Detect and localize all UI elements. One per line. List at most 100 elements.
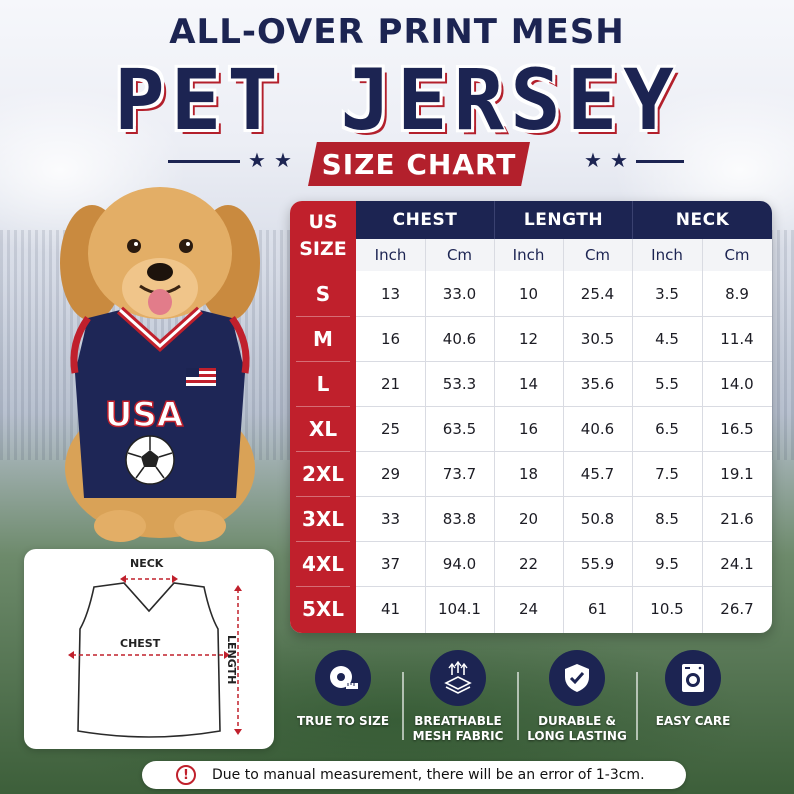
table-cell: 33 xyxy=(380,509,401,528)
feature-label: DURABLE & LONG LASTING xyxy=(527,714,627,743)
unit-length-inch: Inch xyxy=(512,246,545,264)
table-cell: 16 xyxy=(518,419,539,438)
table-cell: 94.0 xyxy=(442,554,477,573)
size-separator xyxy=(296,451,350,452)
table-cell: 53.3 xyxy=(442,374,477,393)
table-cell: 9.5 xyxy=(655,554,679,573)
table-cell: 18 xyxy=(518,464,539,483)
table-cell: 16 xyxy=(380,329,401,348)
table-cell: 35.6 xyxy=(580,374,615,393)
row-separator xyxy=(356,361,772,362)
size-separator xyxy=(296,496,350,497)
shield-check-icon xyxy=(549,650,605,706)
table-cell: 14.0 xyxy=(720,374,754,393)
table-cell: 55.9 xyxy=(580,554,615,573)
table-cell: 12 xyxy=(518,329,539,348)
table-cell: 37 xyxy=(380,554,401,573)
table-cell: 41 xyxy=(380,599,401,618)
washing-machine-icon xyxy=(665,650,721,706)
table-cell: 20 xyxy=(518,509,539,528)
star-icon: ★ xyxy=(584,148,602,172)
feature-breathable-mesh: BREATHABLE MESH FABRIC xyxy=(402,650,514,744)
table-cell: 24.1 xyxy=(720,554,754,573)
table-cell: 25.4 xyxy=(580,284,615,303)
subtitle: ALL-OVER PRINT MESH xyxy=(169,12,625,52)
unit-length-cm: Cm xyxy=(584,246,611,264)
table-cell: 40.6 xyxy=(580,419,615,438)
measurement-note: ! Due to manual measurement, there will … xyxy=(142,761,686,789)
feature-durable: DURABLE & LONG LASTING xyxy=(521,650,633,744)
feature-true-to-size: TRUE TO SIZE xyxy=(287,650,399,729)
table-cell: 104.1 xyxy=(438,599,481,618)
row-separator xyxy=(356,586,772,587)
feature-divider xyxy=(517,672,519,740)
chest-column-header: CHEST xyxy=(356,201,494,239)
size-separator xyxy=(296,586,350,587)
row-separator xyxy=(356,316,772,317)
size-label: L xyxy=(316,371,330,396)
size-label: M xyxy=(313,326,333,351)
table-cell: 21 xyxy=(380,374,401,393)
row-separator xyxy=(356,451,772,452)
feature-divider xyxy=(402,672,404,740)
size-chart-table: US SIZE CHEST LENGTH NECK Inch Cm Inch C… xyxy=(290,201,772,633)
row-separator xyxy=(356,406,772,407)
table-cell: 8.9 xyxy=(725,284,749,303)
table-cell: 8.5 xyxy=(655,509,679,528)
table-cell: 25 xyxy=(380,419,401,438)
table-cell: 14 xyxy=(518,374,539,393)
table-cell: 11.4 xyxy=(720,329,754,348)
size-chart-label: SIZE CHART xyxy=(321,147,517,181)
size-label: 2XL xyxy=(301,461,345,486)
table-cell: 33.0 xyxy=(442,284,477,303)
size-chart-banner: SIZE CHART xyxy=(308,142,530,186)
note-text: Due to manual measurement, there will be… xyxy=(212,767,645,783)
length-label: LENGTH xyxy=(225,635,238,685)
size-column xyxy=(290,201,356,633)
table-cell: 3.5 xyxy=(655,284,679,303)
size-label: 5XL xyxy=(301,596,345,621)
star-icon: ★ xyxy=(274,148,292,172)
row-separator xyxy=(356,541,772,542)
header-rule-right xyxy=(636,160,684,163)
us-flag-icon xyxy=(186,368,216,386)
table-cell: 16.5 xyxy=(720,419,754,438)
size-header-us: US xyxy=(308,211,338,233)
length-column-header: LENGTH xyxy=(494,201,632,239)
table-cell: 22 xyxy=(518,554,539,573)
column-separator xyxy=(702,239,703,633)
size-separator xyxy=(296,316,350,317)
tape-measure-icon xyxy=(315,650,371,706)
table-cell: 26.7 xyxy=(720,599,754,618)
dog-in-jersey-image: USA xyxy=(60,187,260,542)
table-cell: 61 xyxy=(587,599,608,618)
table-cell: 29 xyxy=(380,464,401,483)
table-cell: 5.5 xyxy=(655,374,679,393)
jersey-outline-image xyxy=(68,575,242,738)
mesh-fabric-icon xyxy=(430,650,486,706)
column-separator xyxy=(425,239,426,633)
column-separator xyxy=(632,239,633,633)
size-label: 3XL xyxy=(301,506,345,531)
soccer-ball-icon xyxy=(125,435,175,485)
table-cell: 50.8 xyxy=(580,509,615,528)
size-label: 4XL xyxy=(301,551,345,576)
header-rule-left xyxy=(168,160,240,163)
table-cell: 10 xyxy=(518,284,539,303)
table-cell: 63.5 xyxy=(442,419,477,438)
table-cell: 24 xyxy=(518,599,539,618)
feature-label: EASY CARE xyxy=(655,714,731,728)
unit-chest-inch: Inch xyxy=(374,246,407,264)
feature-divider xyxy=(636,672,638,740)
table-cell: 10.5 xyxy=(650,599,684,618)
column-separator xyxy=(563,239,564,633)
star-icon: ★ xyxy=(610,148,628,172)
garment-measurement-diagram: NECK CHEST LENGTH xyxy=(24,549,274,749)
chest-label: CHEST xyxy=(120,637,161,650)
feature-easy-care: EASY CARE xyxy=(637,650,749,729)
unit-chest-cm: Cm xyxy=(446,246,473,264)
feature-label: BREATHABLE MESH FABRIC xyxy=(412,714,504,743)
unit-neck-cm: Cm xyxy=(724,246,750,264)
neck-column-header: NECK xyxy=(632,201,772,239)
size-separator xyxy=(296,541,350,542)
